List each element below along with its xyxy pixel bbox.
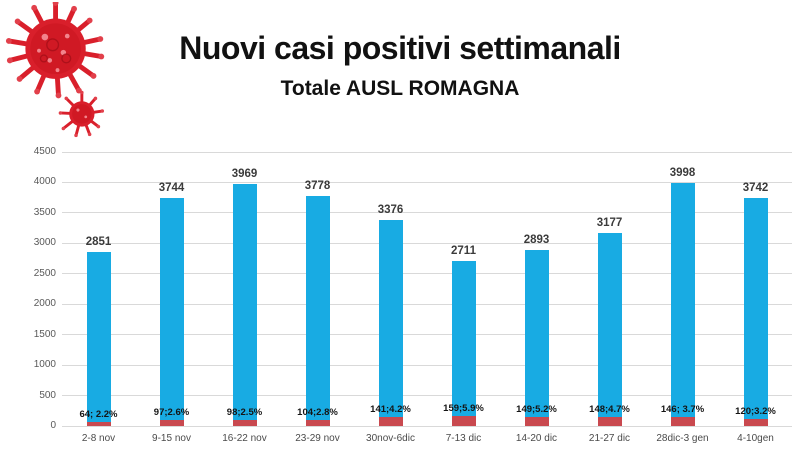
header: Nuovi casi positivi settimanali Totale A… [0,0,800,101]
gridline [62,151,792,153]
bar-segment-blue [597,232,622,417]
gridline [62,364,792,366]
category-label: 14-20 dic [515,433,558,444]
y-tick-label: 1000 [33,359,56,371]
red-share-label: 64; 2.2% [79,409,118,421]
total-value-label: 3744 [158,182,185,195]
bar-segment-red [524,416,549,426]
red-share-label: 98;2.5% [226,407,263,419]
bar-segment-red [159,420,184,426]
chart-subtitle: Totale AUSL ROMAGNA [280,77,520,100]
y-tick-label: 4000 [33,176,56,188]
bar-9-15-nov [159,198,184,426]
y-tick-label: 2000 [33,298,56,310]
bar-segment-red [232,420,257,426]
gridline [62,334,792,336]
gridline [62,395,792,397]
category-label: 7-13 dic [445,433,482,444]
category-label: 30nov-6dic [366,433,415,444]
y-tick-label: 0 [50,420,56,431]
bar-segment-blue [524,249,549,417]
category-label: 21-27 dic [588,433,631,444]
y-tick-label: 2500 [33,267,56,279]
bar-segment-blue [743,198,768,419]
y-tick-label: 3000 [33,237,56,249]
total-value-label: 3742 [742,182,769,195]
bar-segment-blue [232,184,257,421]
bar-segment-blue [159,198,184,421]
bar-28dic-3-gen [670,182,695,426]
total-value-label: 3778 [304,179,331,192]
total-value-label: 2851 [85,236,112,249]
bar-segment-blue [305,195,330,420]
red-share-label: 120;3.2% [735,405,776,417]
category-label: 9-15 nov [152,433,191,444]
bar-14-20-dic [524,249,549,426]
bar-segment-red [597,417,622,426]
chart-title: Nuovi casi positivi settimanali [179,30,621,66]
y-tick-label: 3500 [33,206,56,218]
total-value-label: 3998 [669,166,696,179]
red-share-label: 146; 3.7% [660,404,705,416]
y-tick-label: 4500 [33,146,56,157]
coronavirus-icon [2,0,114,148]
category-label: 16-22 nov [222,433,267,444]
gridline [62,273,792,275]
bar-7-13-dic [451,260,476,426]
y-tick-label: 500 [39,389,56,401]
category-label: 2-8 nov [81,433,116,444]
bar-4-10gen [743,198,768,426]
total-value-label: 3969 [231,168,258,181]
red-share-label: 104;2.8% [297,406,338,418]
total-value-label: 3177 [596,216,623,229]
bar-segment-red [451,416,476,426]
total-value-label: 2711 [451,244,476,257]
bar-segment-blue [86,252,111,423]
bar-23-29-nov [305,195,330,426]
category-label: 23-29 nov [295,433,340,444]
total-value-label: 3376 [377,204,404,217]
gridline [62,242,792,244]
virus-illustration [5,0,105,138]
category-label: 28dic-3 gen [656,433,709,444]
gridline [62,303,792,305]
bar-segment-red [670,417,695,426]
bar-segment-blue [451,260,476,417]
plot-area: 0 500 1000 1500 2000 2500 3000 3500 4000 4500 2851… [34,146,792,444]
bar-segment-red [305,419,330,426]
gridline [62,181,792,183]
red-share-label: 97;2.6% [153,407,190,419]
bar-segment-red [86,422,111,426]
gridline [62,212,792,214]
bar-16-22-nov [232,184,257,426]
red-share-label: 159;5.9% [443,403,484,415]
red-share-label: 148;4.7% [589,404,630,415]
red-share-label: 149;5.2% [516,403,557,415]
gridline [62,425,792,427]
bar-segment-red [743,418,768,426]
bar-segment-red [378,417,403,426]
bar-segment-blue [378,220,403,418]
bar-2-8-nov [86,252,111,426]
bar-segment-blue [670,182,695,418]
bar-30nov-6dic [378,220,403,426]
y-tick-label: 1500 [33,328,56,340]
total-value-label: 2893 [523,233,550,246]
category-label: 4-10gen [737,433,774,444]
bar-21-27-dic [597,232,622,426]
red-share-label: 141;4.2% [370,404,411,416]
